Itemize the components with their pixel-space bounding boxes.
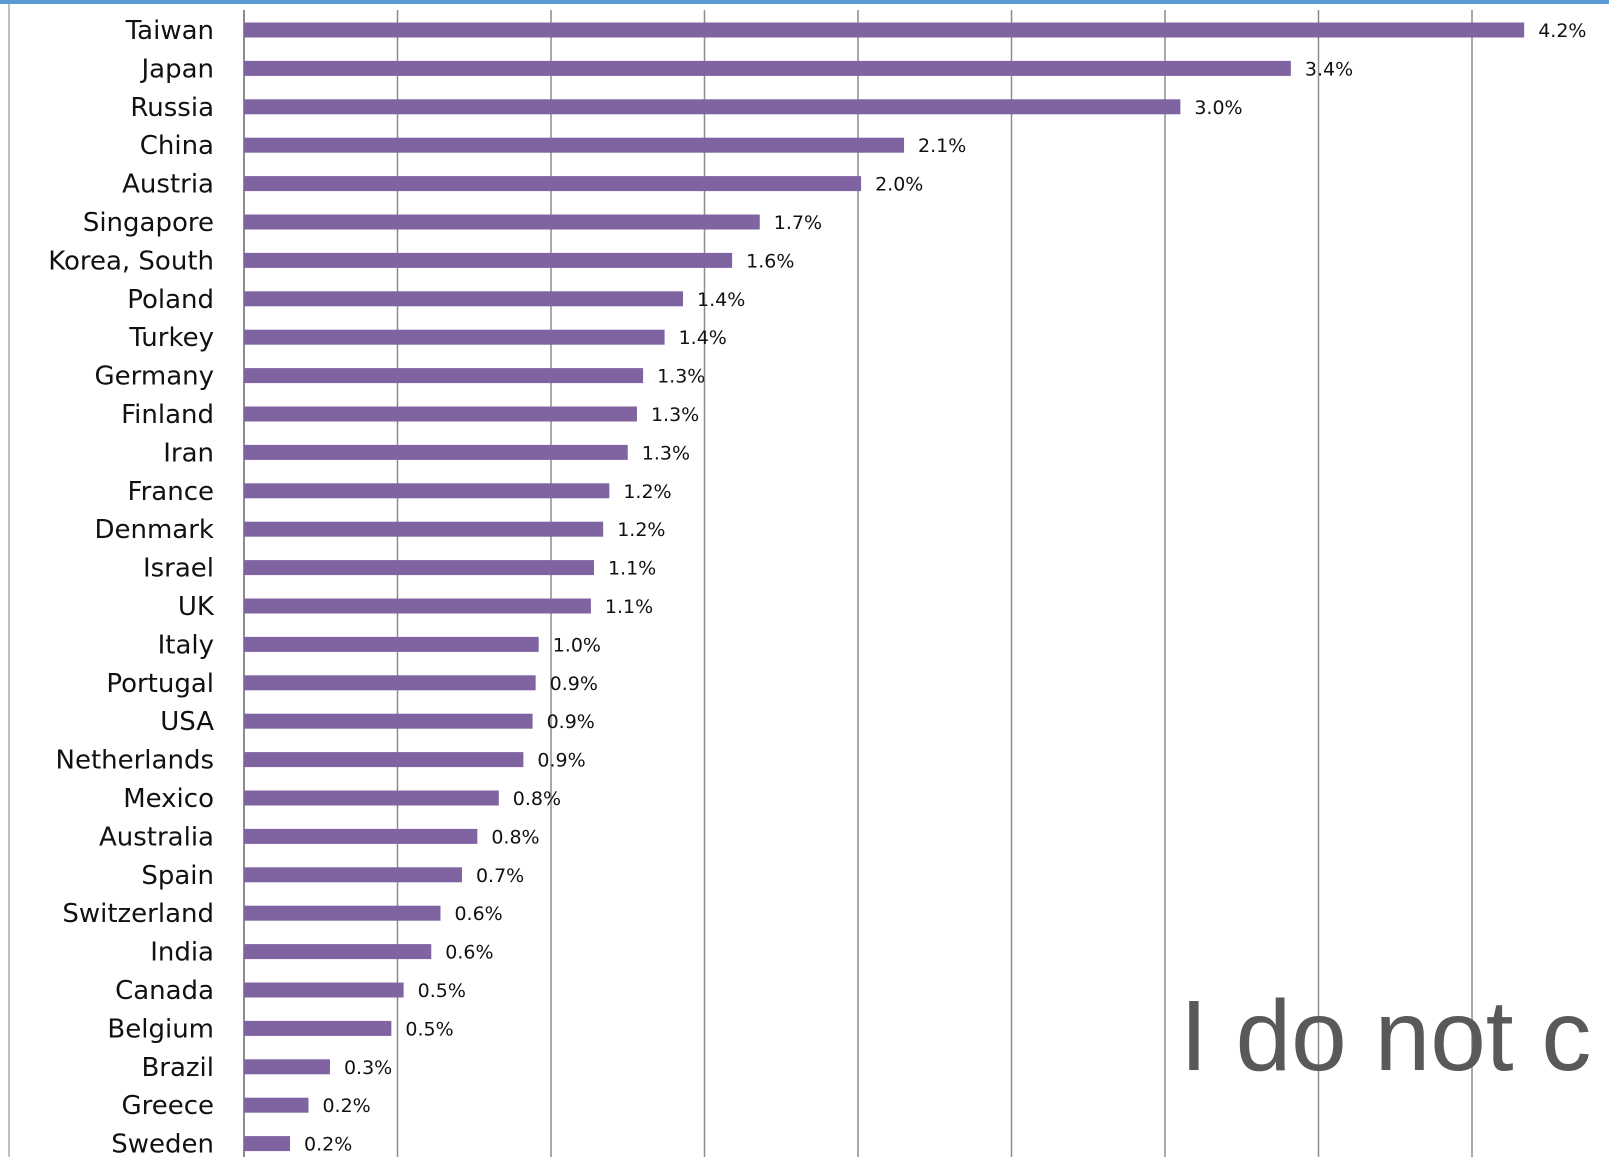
bar (244, 214, 760, 230)
bar (244, 1097, 309, 1113)
category-label: Belgium (107, 1014, 214, 1044)
data-label: 0.9% (547, 711, 595, 733)
data-label: 1.7% (774, 212, 822, 234)
bar (244, 828, 478, 844)
bar (244, 291, 684, 307)
bar (244, 790, 499, 806)
bar (244, 60, 1291, 76)
bar (244, 867, 462, 883)
data-label: 0.7% (476, 865, 524, 887)
bar (244, 22, 1525, 38)
data-label: 0.5% (405, 1018, 453, 1040)
data-label: 1.1% (608, 558, 656, 580)
category-label: Sweden (111, 1130, 214, 1157)
data-label: 0.3% (344, 1057, 392, 1079)
bar (244, 252, 733, 268)
category-label: Austria (122, 170, 214, 200)
data-label: 1.2% (617, 519, 665, 541)
category-label: India (150, 938, 214, 968)
bar (244, 982, 404, 998)
data-label: 1.4% (697, 289, 745, 311)
bar (244, 675, 536, 691)
data-label: 4.2% (1538, 20, 1586, 42)
data-label: 0.9% (537, 750, 585, 772)
category-label: Germany (94, 362, 214, 392)
bar (244, 1059, 330, 1075)
category-label: Netherlands (56, 746, 215, 776)
category-label: Iran (163, 438, 214, 468)
bar (244, 560, 594, 576)
category-label: Mexico (123, 784, 214, 814)
data-label: 0.6% (454, 903, 502, 925)
category-label: Greece (121, 1091, 214, 1121)
data-label: 1.3% (657, 366, 705, 388)
category-label: UK (178, 592, 215, 622)
category-label: Italy (158, 630, 214, 660)
category-label: Poland (127, 285, 214, 315)
data-label: 2.0% (875, 174, 923, 196)
data-label: 1.3% (642, 442, 690, 464)
category-label: Brazil (141, 1053, 214, 1083)
bar (244, 1020, 392, 1036)
overlay-caption-text: I do not c (1180, 986, 1592, 1086)
category-label: France (128, 477, 214, 507)
category-label: Canada (115, 976, 214, 1006)
category-label: Turkey (128, 323, 214, 353)
bar (244, 368, 644, 384)
data-label: 1.2% (623, 481, 671, 503)
category-label: Australia (99, 822, 214, 852)
bar (244, 176, 862, 192)
category-label: Spain (141, 861, 214, 891)
bar (244, 598, 591, 614)
category-label: Portugal (106, 669, 214, 699)
category-label: China (140, 131, 214, 161)
category-label: Korea, South (48, 246, 214, 276)
left-border-rule (8, 4, 10, 1157)
bar (244, 713, 533, 729)
data-label: 3.0% (1194, 97, 1242, 119)
category-labels: Taiwan Japan Russia China Austria Singapore Ko… (48, 16, 215, 1157)
bar (244, 444, 628, 460)
data-label: 3.4% (1305, 58, 1353, 80)
gridlines (243, 10, 1473, 1157)
bar (244, 905, 441, 921)
data-label: 2.1% (918, 135, 966, 157)
category-label: Russia (130, 93, 214, 123)
bar (244, 137, 905, 153)
bar (244, 752, 524, 768)
category-label: Denmark (94, 515, 214, 545)
data-label: 1.3% (651, 404, 699, 426)
bars (244, 22, 1525, 1152)
bar (244, 521, 604, 537)
data-label: 1.0% (553, 634, 601, 656)
category-label: Singapore (83, 208, 214, 238)
category-label: Switzerland (62, 899, 214, 929)
category-label: Taiwan (125, 16, 214, 46)
data-label: 0.2% (304, 1134, 352, 1156)
category-label: Israel (143, 554, 214, 584)
bar (244, 636, 539, 652)
data-label: 0.2% (322, 1095, 370, 1117)
category-label: USA (160, 707, 214, 737)
data-label: 0.8% (513, 788, 561, 810)
data-label: 0.6% (445, 942, 493, 964)
bar (244, 944, 432, 960)
data-labels: 4.2%3.4%3.0%2.1%2.0%1.7%1.6%1.4%1.4%1.3%… (304, 20, 1586, 1156)
data-label: 0.8% (491, 826, 539, 848)
data-label: 1.1% (605, 596, 653, 618)
top-border-rule (0, 0, 1609, 4)
bar (244, 1136, 291, 1152)
bar (244, 406, 637, 422)
data-label: 0.9% (550, 673, 598, 695)
bar (244, 329, 665, 345)
data-label: 1.6% (746, 250, 794, 272)
bar (244, 483, 610, 499)
data-label: 0.5% (418, 980, 466, 1002)
category-label: Japan (139, 54, 214, 84)
bar (244, 99, 1181, 115)
category-label: Finland (121, 400, 214, 430)
data-label: 1.4% (679, 327, 727, 349)
